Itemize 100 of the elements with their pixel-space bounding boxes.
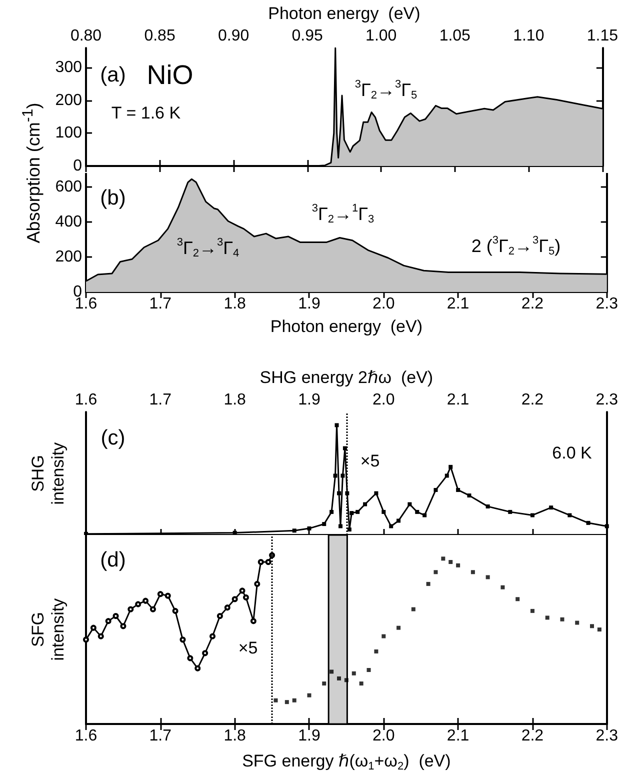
point: [258, 559, 264, 565]
x-tick-label: 2.2: [521, 392, 544, 408]
point: [98, 633, 104, 640]
x-tick-label: 2.2: [521, 296, 544, 312]
point: [83, 636, 89, 643]
point: [363, 502, 368, 506]
point: [254, 580, 260, 587]
x-tick-label: 1.05: [439, 28, 471, 44]
x-tick-label: 1.00: [366, 28, 397, 44]
point: [292, 698, 296, 702]
point: [590, 624, 594, 628]
point: [530, 608, 534, 613]
point: [90, 624, 96, 631]
point: [356, 510, 360, 514]
point: [422, 513, 427, 518]
point: [292, 528, 296, 533]
point: [164, 592, 171, 599]
annotation: NiO: [146, 60, 194, 90]
point: [411, 607, 416, 612]
point: [486, 575, 490, 580]
y-tick-label: 0: [73, 158, 82, 174]
point: [434, 488, 438, 492]
point: [187, 655, 194, 662]
point: [330, 510, 334, 514]
y-tick-label: 600: [55, 178, 82, 196]
point: [128, 606, 134, 612]
x-tick-label: 2.2: [521, 728, 544, 744]
y-axis-title: SFG intensity: [28, 598, 68, 661]
point: [396, 626, 401, 630]
point: [333, 474, 338, 478]
point: [202, 650, 208, 656]
point: [224, 604, 230, 611]
point: [575, 620, 580, 625]
x-tick-label: 0.85: [144, 28, 176, 44]
point: [337, 676, 341, 680]
annotation: 6.0 K: [552, 444, 593, 462]
point: [586, 520, 590, 525]
y-tick-label: 100: [55, 124, 82, 142]
point: [549, 506, 554, 510]
x-tick-label: 2.3: [596, 392, 618, 408]
x-axis-title: SHG energy 2ℏω (eV): [260, 368, 434, 387]
point: [274, 698, 278, 702]
point: [568, 513, 572, 518]
point: [307, 693, 312, 698]
x-tick-label: 1.9: [298, 296, 320, 312]
point: [560, 617, 564, 622]
annotation: (b): [100, 186, 126, 210]
point: [142, 598, 149, 604]
annotation: ×5: [238, 638, 258, 658]
point: [307, 526, 312, 530]
x-tick-label: 2.3: [596, 728, 618, 744]
annotation: T = 1.6 K: [111, 104, 182, 122]
point: [232, 596, 238, 602]
x-tick-label: 2.0: [372, 296, 395, 312]
x-tick-label: 2.1: [446, 728, 470, 744]
point: [210, 633, 216, 640]
point: [105, 618, 112, 624]
point: [334, 423, 339, 428]
x-tick-label: 1.6: [74, 392, 98, 408]
point: [426, 582, 430, 586]
x-tick-label: 1.9: [298, 728, 320, 744]
point: [408, 502, 412, 506]
y-tick-label: 300: [55, 59, 82, 76]
point: [382, 634, 386, 638]
point: [448, 464, 453, 469]
point: [250, 618, 256, 624]
x-axis-title: Photon energy (eV): [268, 4, 420, 23]
annotation: (d): [100, 548, 126, 572]
point: [120, 623, 126, 630]
point: [508, 510, 512, 514]
point: [604, 524, 609, 528]
x-tick-label: 2.0: [372, 392, 395, 408]
x-tick-label: 2.1: [446, 392, 470, 408]
x-tick-label: 1.8: [224, 296, 246, 312]
point: [441, 556, 446, 561]
point: [350, 511, 354, 516]
x-tick-label: 0.90: [218, 28, 250, 44]
point: [467, 493, 472, 498]
x-tick-label: 1.7: [149, 728, 172, 744]
point: [340, 474, 345, 478]
y-tick-label: 400: [55, 214, 82, 230]
x-tick-label: 1.9: [298, 392, 320, 408]
point: [396, 518, 401, 523]
point: [284, 700, 289, 704]
point: [530, 513, 534, 518]
y-tick-label: 200: [55, 248, 82, 266]
x-tick-label: 1.10: [513, 28, 544, 44]
point: [84, 532, 88, 535]
point: [135, 601, 142, 608]
point: [172, 608, 178, 614]
point: [545, 616, 550, 620]
x-tick-label: 1.15: [586, 28, 618, 44]
annotation: ×5: [360, 452, 380, 470]
point: [382, 510, 386, 514]
point: [434, 570, 438, 574]
x-tick-label: 1.8: [224, 728, 246, 744]
point: [359, 682, 364, 686]
point: [516, 597, 520, 602]
point: [216, 613, 223, 619]
x-tick-label: 1.7: [149, 392, 172, 408]
